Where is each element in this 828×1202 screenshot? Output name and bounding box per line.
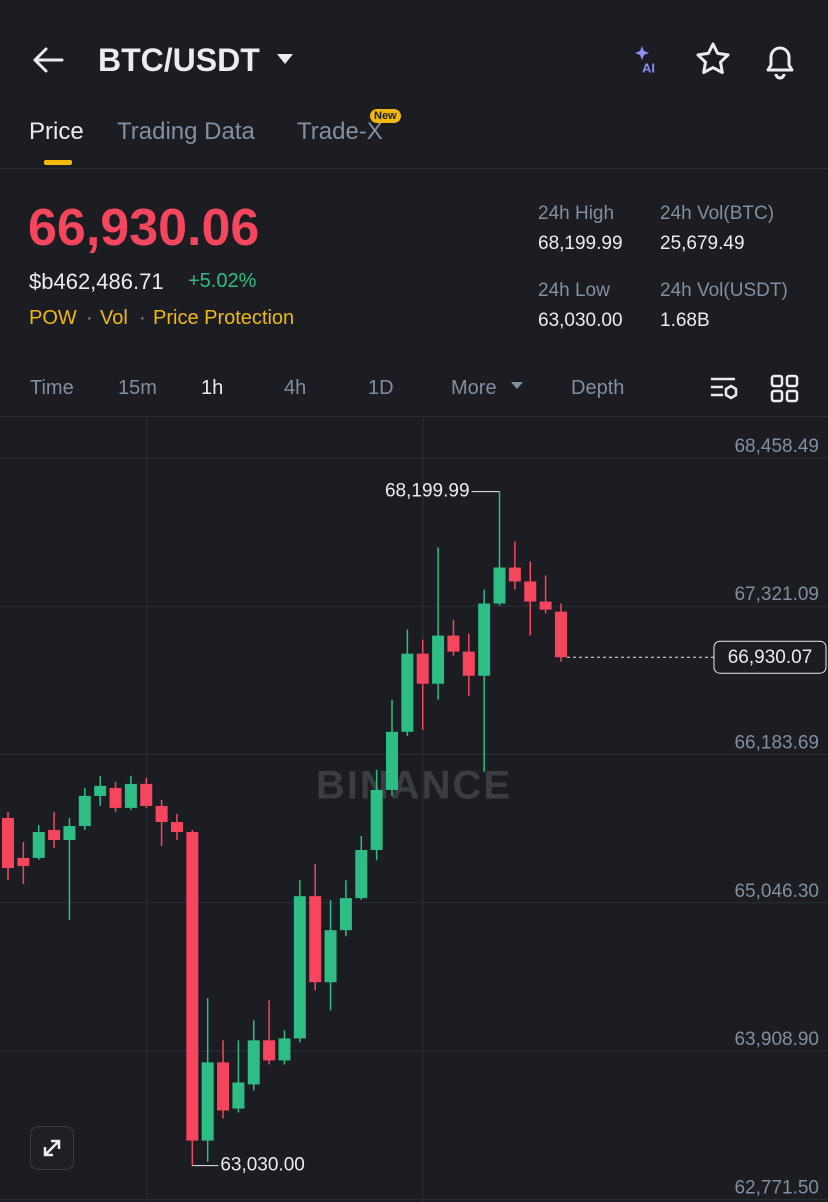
y-tick-label: 63,908.90: [734, 1029, 819, 1050]
candle-body: [386, 731, 398, 790]
candle-body: [78, 795, 91, 827]
last-price: 66,930.06: [28, 199, 260, 257]
last-price-box: [713, 640, 827, 674]
candle-body: [170, 821, 183, 833]
price-change: +5.02%: [188, 270, 257, 292]
interval[interactable]: 4h: [284, 377, 307, 399]
ai-icon[interactable]: AI: [634, 44, 664, 76]
y-tick-label: 66,183.69: [734, 733, 819, 754]
divider: [0, 168, 828, 169]
tab[interactable]: Trade-X: [297, 118, 383, 145]
candle-body: [370, 789, 383, 851]
layout-icon[interactable]: [770, 374, 800, 404]
y-tick-label: 67,321.09: [734, 584, 819, 605]
ai-label: AI: [642, 60, 655, 75]
candle-body: [94, 785, 107, 796]
watermark: BINANCE: [316, 764, 512, 808]
tag[interactable]: Vol: [100, 307, 128, 329]
stat-label: 24h Low: [538, 280, 610, 301]
candle-body: [17, 857, 30, 867]
stat-label: 24h High: [538, 203, 615, 224]
new-badge: New: [370, 109, 401, 123]
candle-body: [524, 581, 537, 602]
tag[interactable]: POW: [29, 307, 77, 329]
y-tick-label: 62,771.50: [734, 1177, 819, 1198]
candle-body: [462, 651, 475, 676]
settings-icon[interactable]: [708, 374, 740, 404]
candle-body: [416, 653, 429, 684]
favorite-button[interactable]: [694, 40, 732, 78]
tab-active[interactable]: Price: [29, 118, 84, 145]
pair-dropdown[interactable]: [276, 52, 294, 66]
high-label: 68,199.99: [385, 481, 470, 502]
y-tick-label: 68,458.49: [734, 436, 819, 457]
tab-indicator: [44, 160, 72, 165]
stat-value: 63,030.00: [538, 310, 623, 331]
more-caret: [511, 382, 523, 389]
pair-title[interactable]: BTC/USDT: [98, 42, 260, 78]
candle-body: [232, 1082, 245, 1109]
candle-body: [508, 567, 521, 582]
interval[interactable]: 15m: [118, 377, 157, 399]
tag-separator: ·: [139, 307, 146, 329]
interval[interactable]: More: [451, 377, 497, 399]
stat-label: 24h Vol(BTC): [660, 203, 775, 224]
candle-body: [186, 832, 199, 1141]
candle-body: [140, 783, 153, 806]
candle-body: [539, 601, 552, 610]
interval[interactable]: Depth: [571, 377, 625, 399]
candlestick-chart: BINANCE 68,458.49 67,321.09 66,183.69 65,04…: [0, 418, 828, 1202]
interval[interactable]: Time: [30, 377, 74, 399]
stat-value: 1.68B: [660, 310, 710, 331]
candle-body: [447, 635, 460, 652]
candle-body: [493, 567, 506, 604]
candle-body: [309, 896, 322, 983]
candle-body: [217, 1062, 230, 1111]
candle-body: [109, 787, 122, 808]
candle-body: [247, 1040, 260, 1085]
divider: [0, 416, 828, 417]
candle-body: [554, 611, 567, 658]
candle-body: [2, 817, 14, 869]
last-price-label: 66,930.07: [728, 647, 813, 668]
tag[interactable]: Price Protection: [153, 307, 295, 329]
expand-button[interactable]: [30, 1126, 74, 1170]
candle-body: [32, 832, 45, 858]
candle-body: [324, 930, 337, 983]
candle-body: [201, 1062, 214, 1141]
candle-body: [478, 603, 491, 676]
low-label: 63,030.00: [220, 1155, 305, 1176]
candle-body: [293, 896, 306, 1039]
candle-body: [48, 829, 61, 840]
candle-body: [355, 850, 368, 899]
candle-body: [155, 805, 168, 822]
tab[interactable]: Trading Data: [117, 118, 255, 145]
interval[interactable]: 1D: [368, 377, 394, 399]
candle-body: [339, 898, 352, 931]
y-tick-label: 65,046.30: [734, 881, 819, 902]
candle-body: [432, 635, 445, 684]
stat-value: 68,199.99: [538, 233, 623, 254]
tag-separator: ·: [86, 307, 93, 329]
stat-value: 25,679.49: [660, 233, 745, 254]
interval-active[interactable]: 1h: [201, 377, 224, 399]
candle-body: [263, 1040, 276, 1061]
candle-body: [401, 653, 414, 732]
candle-body: [63, 826, 76, 840]
candle-body: [124, 783, 137, 808]
alert-button[interactable]: [760, 40, 800, 80]
back-button[interactable]: [30, 44, 66, 76]
stat-label: 24h Vol(USDT): [660, 280, 788, 301]
candle-body: [278, 1038, 291, 1061]
fiat-price: $b462,486.71: [29, 269, 164, 294]
